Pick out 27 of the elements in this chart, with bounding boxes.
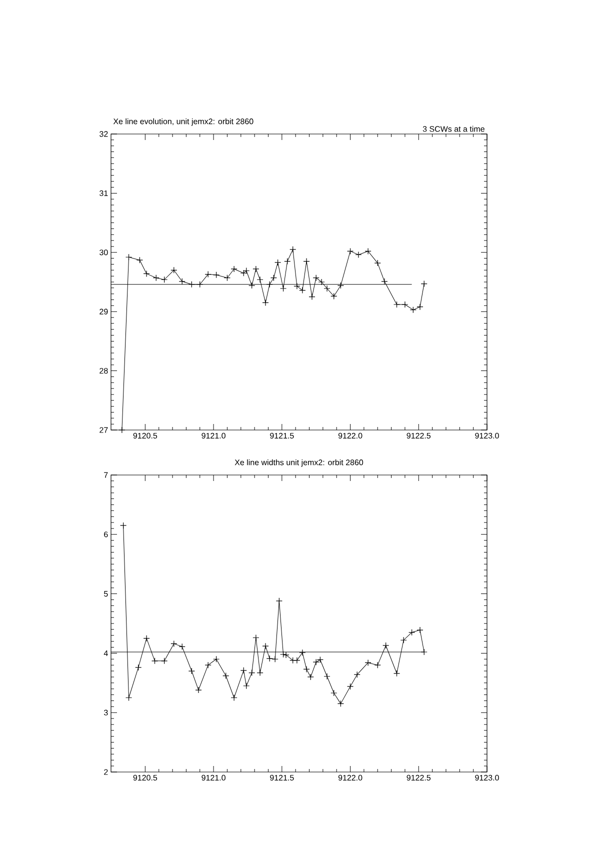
x-tick-label: 9123.0 xyxy=(475,432,499,439)
y-tick-label: 5 xyxy=(104,591,108,597)
chart-subtitle: 3 SCWs at a time xyxy=(422,126,484,132)
y-tick-label: 2 xyxy=(104,769,108,775)
x-tick-label: 9122.5 xyxy=(406,774,431,781)
x-tick-label: 9121.0 xyxy=(202,432,226,439)
x-tick-label: 9121.0 xyxy=(202,774,226,781)
x-tick-label: 9123.0 xyxy=(475,774,499,781)
x-tick-label: 9120.5 xyxy=(133,774,158,781)
x-tick-label: 9121.5 xyxy=(270,432,294,439)
x-tick-label: 9122.0 xyxy=(338,774,362,781)
x-tick-label: 9121.5 xyxy=(270,774,294,781)
y-tick-label: 30 xyxy=(100,250,108,256)
y-tick-label: 29 xyxy=(100,308,108,314)
x-tick-label: 9122.0 xyxy=(338,432,362,439)
y-tick-label: 4 xyxy=(104,650,108,656)
chart-title: Xe line widths unit jemx2: orbit 2860 xyxy=(234,459,364,467)
y-tick-label: 31 xyxy=(100,190,108,196)
x-tick-label: 9120.5 xyxy=(133,432,158,439)
x-tick-label: 9122.5 xyxy=(406,432,431,439)
y-tick-label: 7 xyxy=(104,472,108,478)
y-tick-label: 6 xyxy=(104,532,108,538)
y-tick-label: 32 xyxy=(100,131,108,137)
y-tick-label: 3 xyxy=(104,710,108,716)
y-tick-label: 27 xyxy=(100,427,108,433)
y-tick-label: 28 xyxy=(100,368,108,374)
chart-title: Xe line evolution, unit jemx2: orbit 2860 xyxy=(113,118,254,126)
